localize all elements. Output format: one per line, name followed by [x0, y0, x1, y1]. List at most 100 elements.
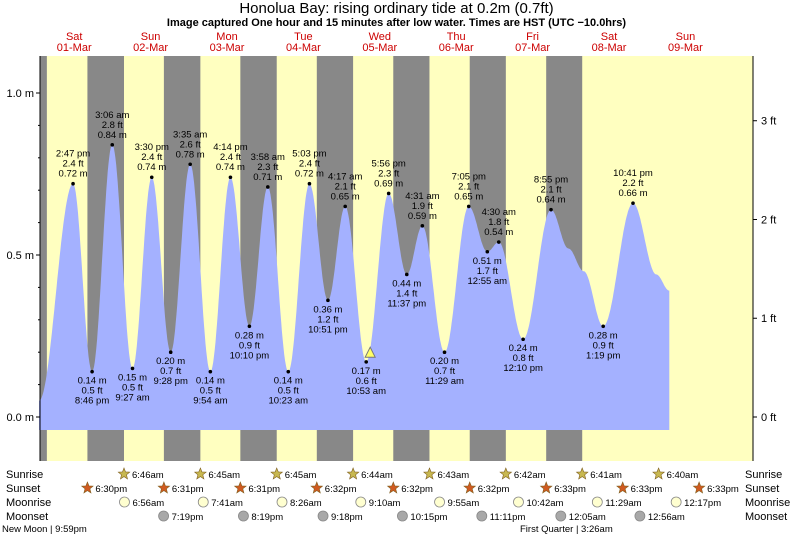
sunset-star-icon: [539, 481, 553, 494]
sunrise-time: 6:43am: [437, 470, 469, 481]
low-tide-feet: 1.2 ft: [317, 314, 338, 325]
low-tide-time: 12:10 pm: [503, 363, 543, 374]
high-tide-time: 4:14 pm: [213, 142, 247, 153]
extremum-dot: [307, 181, 312, 186]
low-tide-meters: 0.17 m: [352, 366, 381, 377]
extremum-dot: [485, 249, 490, 254]
sunrise-row-label-right: Sunrise: [745, 469, 782, 481]
extremum-dot: [208, 369, 213, 374]
low-tide-time: 8:46 pm: [75, 396, 109, 407]
low-tide-feet: 0.6 ft: [356, 376, 377, 387]
sunrise-star-icon: [117, 467, 131, 480]
moonset-moon-icon: [634, 510, 646, 522]
tide-area: [39, 144, 670, 431]
day-date-label: 01-Mar: [57, 42, 92, 54]
sunset-time: 6:33pm: [707, 484, 739, 495]
low-tide-meters: 0.28 m: [589, 330, 618, 341]
sunset-time: 6:30pm: [95, 484, 127, 495]
low-tide-feet: 0.5 ft: [122, 382, 143, 393]
moonset-moon-icon: [158, 510, 169, 522]
high-tide-meters: 0.65 m: [331, 191, 360, 202]
sunset-star-icon: [310, 481, 324, 494]
moonset-time: 10:15pm: [410, 512, 447, 523]
low-tide-feet: 0.5 ft: [200, 386, 221, 397]
day-name-label: Tue: [294, 31, 313, 43]
moon-phase-new: New Moon | 9:59pm: [2, 524, 87, 535]
extremum-dot: [228, 175, 233, 180]
extremum-dot: [149, 175, 154, 180]
low-tide-time: 9:28 pm: [154, 376, 188, 387]
high-tide-time: 7:05 pm: [452, 171, 486, 182]
left-tick-label: 0.0 m: [6, 412, 34, 424]
sunset-row-label-right: Sunset: [745, 483, 779, 495]
sunset-time: 6:31pm: [248, 484, 280, 495]
high-tide-feet: 1.9 ft: [412, 201, 433, 212]
high-tide-time: 4:31 am: [405, 191, 439, 202]
sunrise-star-icon: [423, 467, 436, 480]
high-tide-feet: 2.4 ft: [62, 159, 83, 170]
moonrise-time: 11:29am: [605, 498, 641, 509]
high-tide-feet: 2.2 ft: [622, 178, 643, 189]
high-tide-feet: 1.8 ft: [488, 217, 509, 228]
sunrise-row-label-left: Sunrise: [6, 469, 43, 481]
low-tide-feet: 0.8 ft: [513, 353, 534, 364]
low-tide-meters: 0.24 m: [509, 343, 538, 354]
high-tide-meters: 0.66 m: [618, 188, 647, 199]
moonrise-time: 10:42am: [526, 498, 563, 509]
extremum-dot: [130, 366, 135, 371]
extremum-dot: [168, 350, 173, 355]
sunset-star-icon: [157, 481, 171, 494]
high-tide-meters: 0.78 m: [176, 149, 205, 160]
sunset-time: 6:33pm: [631, 484, 663, 495]
low-tide-time: 10:53 am: [346, 386, 386, 397]
low-tide-feet: 1.4 ft: [396, 288, 417, 299]
low-tide-meters: 0.14 m: [274, 376, 303, 387]
sunset-star-icon: [463, 481, 477, 494]
moonrise-moon-icon: [119, 496, 130, 508]
sunrise-star-icon: [652, 467, 666, 480]
sunrise-time: 6:46am: [132, 470, 164, 481]
moonset-moon-icon: [555, 510, 567, 522]
extremum-dot: [466, 204, 471, 209]
moon-phase-first-quarter: First Quarter | 3:26am: [520, 524, 613, 535]
sunset-time: 6:32pm: [401, 484, 433, 495]
extremum-dot: [631, 201, 635, 205]
sunset-star-icon: [386, 481, 400, 494]
extremum-dot: [549, 207, 553, 212]
high-tide-feet: 2.3 ft: [378, 168, 399, 179]
low-tide-meters: 0.14 m: [78, 376, 107, 387]
moonset-time: 12:05am: [569, 512, 606, 523]
low-tide-time: 11:37 pm: [387, 298, 426, 309]
day-date-label: 07-Mar: [515, 42, 550, 54]
current-tide-marker: [364, 346, 376, 358]
day-date-label: 04-Mar: [286, 42, 321, 54]
extremum-dot: [521, 337, 525, 342]
moonrise-time: 6:56am: [132, 498, 164, 509]
day-date-label: 06-Mar: [439, 42, 474, 54]
chart-subtitle: Image captured One hour and 15 minutes a…: [166, 17, 627, 29]
extremum-dot: [386, 191, 391, 196]
moonset-time: 7:19pm: [172, 512, 204, 523]
sunset-time: 6:32pm: [478, 484, 510, 495]
low-tide-feet: 0.9 ft: [593, 340, 614, 351]
left-tick-label: 1.0 m: [6, 88, 34, 100]
moon-phases: New Moon | 9:59pm First Quarter | 3:26am: [2, 524, 613, 535]
low-tide-feet: 0.9 ft: [239, 340, 260, 351]
low-tide-time: 10:51 pm: [308, 324, 348, 335]
extremum-dot: [496, 240, 501, 244]
high-tide-time: 5:03 pm: [292, 149, 326, 160]
high-tide-meters: 0.72 m: [295, 169, 324, 180]
moonrise-moon-icon: [276, 496, 288, 508]
high-tide-time: 4:30 am: [482, 207, 516, 218]
low-tide-time: 9:27 am: [115, 392, 149, 403]
low-tide-time: 11:29 am: [425, 376, 464, 387]
day-name-label: Sun: [676, 31, 696, 43]
extremum-dot: [110, 143, 115, 147]
sunrise-time: 6:44am: [361, 470, 393, 481]
sunset-time: 6:33pm: [554, 484, 586, 495]
high-tide-feet: 2.1 ft: [458, 181, 479, 192]
high-tide-meters: 0.84 m: [98, 130, 127, 141]
high-tide-time: 8:55 pm: [534, 175, 568, 186]
day-name-label: Wed: [369, 31, 391, 43]
day-date-label: 05-Mar: [362, 42, 397, 54]
